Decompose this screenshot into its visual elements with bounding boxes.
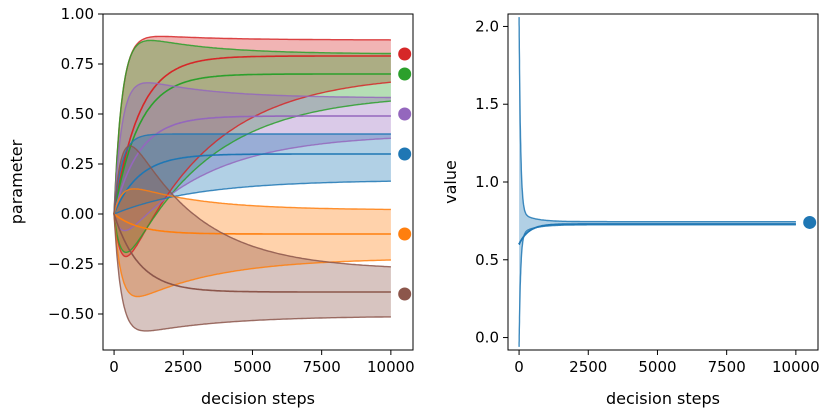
lower-edge-brown xyxy=(113,214,391,332)
left-x-tick-label: 2500 xyxy=(164,358,202,376)
left-axes-frame xyxy=(102,13,414,351)
lower-edge-purple xyxy=(113,137,391,232)
band-red xyxy=(114,36,391,257)
lower-edge-red xyxy=(113,81,391,258)
left-y-tick-label: −0.50 xyxy=(48,305,94,323)
parameter-chart: 0 2500 5000 7500 10000 1.00 0.75 0.50 0.25 0.00 −… xyxy=(7,5,415,408)
target-marker-brown xyxy=(398,287,412,301)
mean-line-green xyxy=(113,73,391,214)
right-x-tick-label: 10000 xyxy=(772,358,820,376)
left-x-tick-label: 10000 xyxy=(367,358,415,376)
left-x-tick-label: 5000 xyxy=(233,358,271,376)
left-y-tick-label: −0.25 xyxy=(48,255,94,273)
left-y-tick-label: 1.00 xyxy=(61,5,94,23)
band-purple xyxy=(114,82,391,231)
band-value xyxy=(519,17,796,347)
right-x-tick-label: 2500 xyxy=(569,358,607,376)
right-y-axis-label: value xyxy=(441,160,460,204)
value-chart: 0 2500 5000 7500 10000 2.0 1.5 1.0 0.5 0.0 decis… xyxy=(441,13,820,408)
left-x-tick-label: 0 xyxy=(109,358,119,376)
band-orange xyxy=(114,188,391,297)
right-axes-frame xyxy=(507,13,819,351)
lower-edge-blue xyxy=(113,180,391,215)
mean-line-purple xyxy=(113,115,391,214)
upper-edge-purple xyxy=(113,82,391,214)
right-x-tick-label: 7500 xyxy=(708,358,746,376)
right-x-tick-label: 0 xyxy=(514,358,524,376)
upper-edge-green xyxy=(113,39,391,214)
target-marker-red xyxy=(398,47,412,61)
right-y-tick-label: 2.0 xyxy=(475,17,499,35)
mean-line-red xyxy=(113,55,391,214)
upper-edge-value xyxy=(518,17,796,223)
mean-line-orange xyxy=(113,213,391,235)
left-y-tick-label: 0.75 xyxy=(61,55,94,73)
right-y-tick-label: 0.0 xyxy=(475,329,499,347)
mean-line-blue xyxy=(113,153,391,215)
target-marker-blue xyxy=(398,147,412,161)
lower-edge-value xyxy=(518,224,796,347)
left-y-tick-label: 0.50 xyxy=(61,105,94,123)
target-marker-green xyxy=(398,67,412,81)
right-y-tick-label: 1.0 xyxy=(475,173,499,191)
right-y-tick-label: 1.5 xyxy=(475,95,499,113)
right-x-axis-label: decision steps xyxy=(606,389,720,408)
target-marker-orange xyxy=(398,227,412,241)
left-x-tick-label: 7500 xyxy=(303,358,341,376)
upper-edge-brown xyxy=(113,145,391,268)
left-y-axis-label: parameter xyxy=(7,139,26,224)
upper-edge-orange xyxy=(113,188,391,214)
mean-line-value xyxy=(518,223,796,245)
mean-line-brown xyxy=(113,213,391,293)
upper-edge-blue xyxy=(113,133,391,214)
target-marker-purple xyxy=(398,107,412,121)
lower-edge-orange xyxy=(113,214,391,298)
left-y-tick-label: 0.00 xyxy=(61,205,94,223)
left-x-axis-label: decision steps xyxy=(201,389,315,408)
right-y-tick-label: 0.5 xyxy=(475,251,499,269)
band-brown xyxy=(114,146,391,331)
right-x-tick-label: 5000 xyxy=(638,358,676,376)
target-marker-value xyxy=(803,215,817,229)
left-y-tick-label: 0.25 xyxy=(61,155,94,173)
